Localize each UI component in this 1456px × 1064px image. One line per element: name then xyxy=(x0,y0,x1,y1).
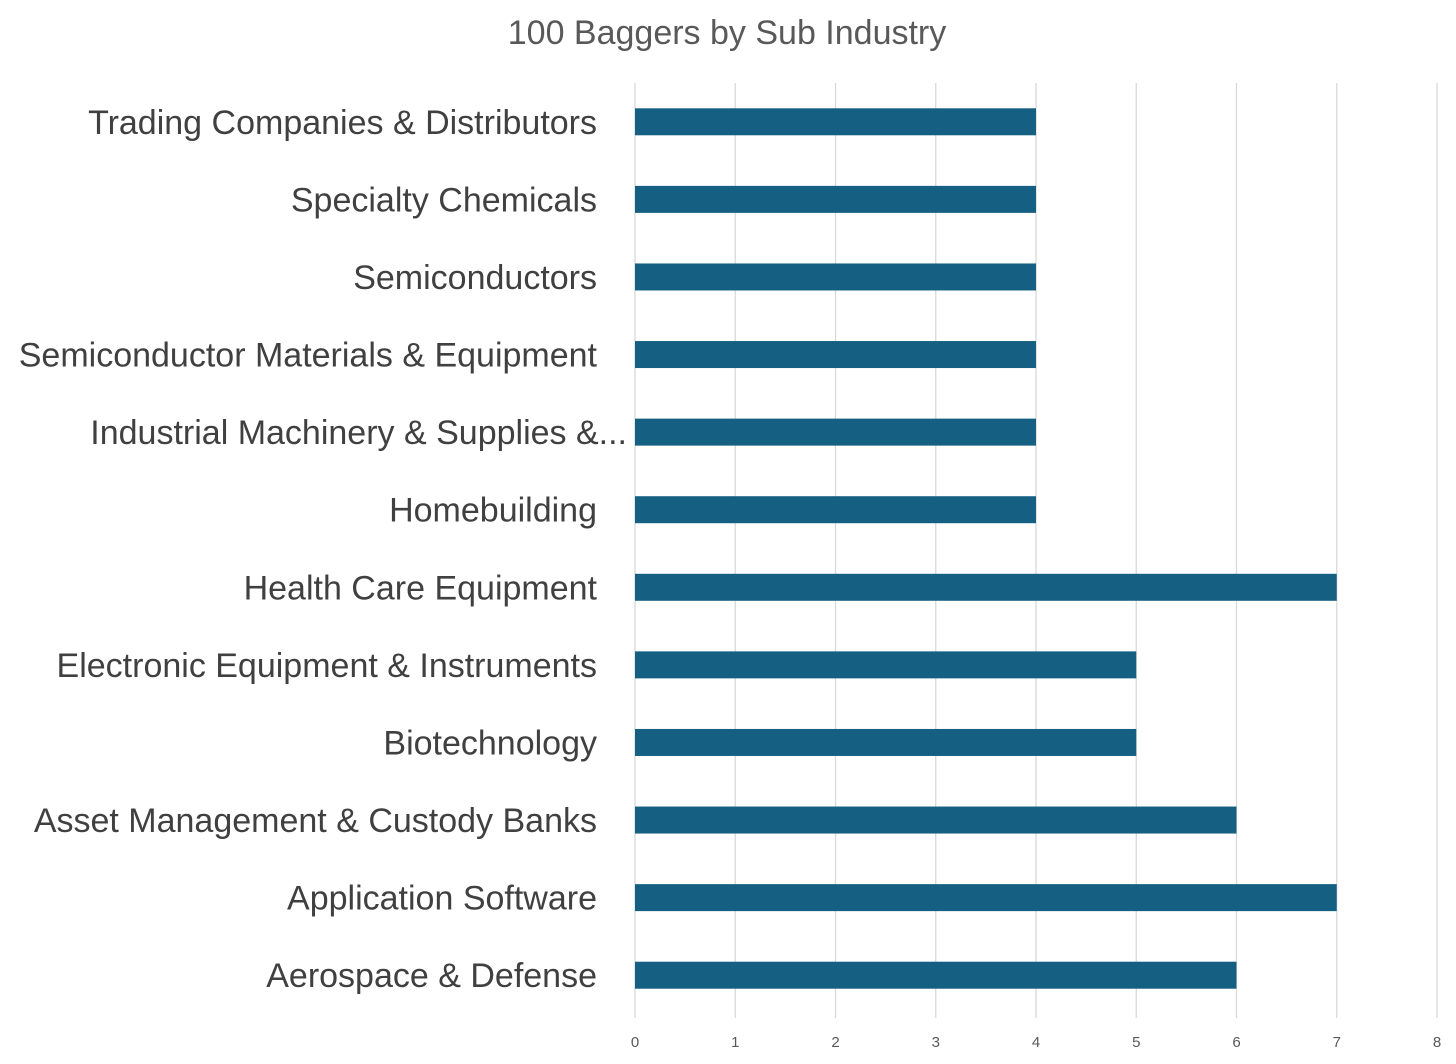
bar xyxy=(635,806,1237,834)
bar xyxy=(635,108,1036,136)
category-labels: Aerospace & Defense Application Software A… xyxy=(19,104,627,995)
category-label: Asset Management & Custody Banks xyxy=(34,802,597,840)
bars xyxy=(635,108,1337,989)
x-tick-label: 2 xyxy=(831,1034,839,1051)
x-tick-label: 1 xyxy=(731,1034,739,1051)
x-tick-label: 3 xyxy=(932,1034,940,1051)
x-tick-label: 8 xyxy=(1433,1034,1441,1051)
bar xyxy=(635,961,1237,989)
category-label: Application Software xyxy=(287,880,597,918)
category-label: Health Care Equipment xyxy=(244,569,598,607)
category-label: Specialty Chemicals xyxy=(291,181,597,219)
category-label: Homebuilding xyxy=(389,492,597,530)
x-tick-labels: 0 1 2 3 4 5 6 7 8 xyxy=(631,1034,1441,1051)
bar xyxy=(635,884,1337,912)
category-label: Semiconductor Materials & Equipment xyxy=(19,337,598,375)
category-label: Semiconductors xyxy=(353,259,597,297)
x-tick-label: 4 xyxy=(1032,1034,1040,1051)
bar xyxy=(635,185,1036,213)
bar xyxy=(635,573,1337,601)
bar xyxy=(635,263,1036,291)
category-label: Biotechnology xyxy=(383,724,597,762)
x-tick-label: 6 xyxy=(1232,1034,1240,1051)
gridlines xyxy=(634,83,1438,1018)
x-tick-label: 7 xyxy=(1333,1034,1341,1051)
x-tick-label: 0 xyxy=(631,1034,639,1051)
chart-title: 100 Baggers by Sub Industry xyxy=(508,14,947,52)
bar xyxy=(635,418,1036,446)
x-tick-label: 5 xyxy=(1132,1034,1140,1051)
category-label: Industrial Machinery & Supplies &... xyxy=(90,414,627,452)
bar xyxy=(635,651,1137,679)
category-label: Trading Companies & Distributors xyxy=(88,104,597,142)
bar xyxy=(635,728,1137,756)
category-label: Aerospace & Defense xyxy=(266,957,597,995)
category-label: Electronic Equipment & Instruments xyxy=(57,647,597,685)
bar xyxy=(635,496,1036,524)
bar xyxy=(635,341,1036,369)
